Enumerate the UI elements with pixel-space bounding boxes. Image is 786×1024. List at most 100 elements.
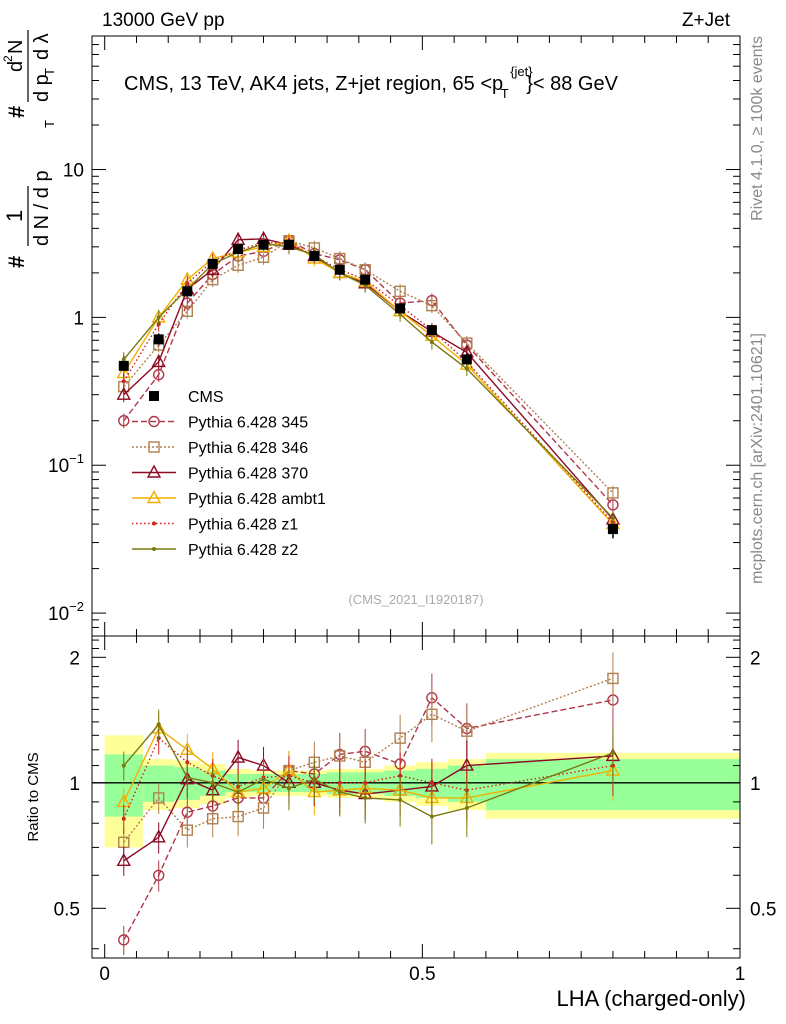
ratio-line: [123, 696, 614, 941]
ratio-marker: [153, 869, 165, 882]
legend-label: Pythia 6.428 370: [188, 466, 308, 483]
y-tick-label: 10−1: [48, 451, 84, 477]
ratio-ylabel: Ratio to CMS: [25, 752, 42, 841]
legend: CMS Pythia 6.428 345 Pythia 6.428 346 Pythi…: [132, 389, 326, 559]
ylabel-hash-2: #: [4, 106, 29, 118]
legend-marker: [148, 441, 160, 453]
ratio-marker: [610, 750, 615, 755]
data-point: [360, 274, 371, 285]
header-right: Z+Jet: [682, 10, 731, 31]
legend-label: Pythia 6.428 ambt1: [188, 491, 326, 508]
ratio-marker: [398, 773, 403, 778]
series-marker: [153, 368, 165, 381]
data-point: [334, 264, 345, 275]
y-tick-exp: −1: [69, 451, 84, 466]
series-marker: [181, 305, 193, 317]
ratio-marker: [334, 750, 346, 762]
ratio-marker: [156, 722, 161, 727]
ratio-marker: [461, 725, 473, 737]
data-points: [118, 239, 618, 535]
x-tick-label: 1: [735, 964, 746, 985]
plot-title-sup: {jet}: [510, 64, 533, 79]
data-point: [153, 334, 164, 345]
analysis-id: (CMS_2021_I1920187): [348, 592, 483, 607]
legend-label: Pythia 6.428 345: [188, 415, 308, 432]
ylabel-dpt: d p: [31, 74, 53, 102]
plot-title: CMS, 13 TeV, AK4 jets, Z+jet region, 65 …: [124, 59, 619, 103]
legend-marker: [152, 547, 156, 551]
ylabel-t-sub-2: T: [42, 68, 57, 76]
ratio-marker: [429, 814, 434, 819]
ratio-marker: [398, 797, 403, 802]
rivet-label: Rivet 4.1.0, ≥ 100k events: [749, 36, 766, 221]
legend-marker: [152, 521, 156, 526]
data-point: [233, 244, 244, 255]
y-tick-label: 10−2: [48, 599, 84, 625]
ratio-marker: [210, 780, 215, 785]
data-point: [309, 251, 320, 262]
ratio-marker: [261, 777, 266, 782]
ratio-marker: [426, 708, 438, 721]
ratio-axis-ticks: [92, 636, 741, 958]
ratio-marker: [429, 780, 434, 785]
data-point: [283, 239, 294, 250]
uncertainty-bands: [104, 735, 740, 848]
series-marker: [151, 353, 166, 368]
ratio-marker: [151, 829, 166, 843]
series-marker: [156, 315, 161, 320]
series-marker: [121, 357, 126, 362]
legend-label: CMS: [188, 389, 224, 406]
y-tick-label: 10: [63, 161, 84, 182]
series-marker: [607, 487, 619, 499]
legend-label: Pythia 6.428 z2: [188, 542, 298, 559]
data-point: [118, 360, 129, 371]
mcplots-label: mcplots.cern.ch [arXiv:2401.10621]: [749, 333, 766, 584]
ylabel-t-sub-1: T: [42, 120, 57, 128]
header-left: 13000 GeV pp: [102, 10, 225, 31]
data-point: [426, 325, 437, 336]
data-point: [461, 354, 472, 365]
ylabel-sup-2: 2: [1, 55, 15, 62]
data-point: [182, 286, 193, 297]
ratio-marker: [153, 792, 165, 804]
data-point: [207, 258, 218, 269]
series-marker: [464, 366, 469, 371]
x-tick-label: 0.5: [409, 964, 435, 985]
y-tick-exp: −2: [69, 599, 84, 614]
ratio-marker: [236, 790, 241, 795]
main-ylabel: # 1 d N / d p T # d p T d 2 N d λ: [1, 30, 57, 268]
series-marker: [429, 340, 434, 345]
legend-marker: [146, 490, 162, 504]
ratio-marker: [207, 813, 219, 825]
legend-marker: [146, 464, 162, 478]
ratio-panel: 0.5 0.5 1 1 2 2 0 0.5 1 Ratio to CMS LHA (charge…: [25, 635, 776, 1011]
series-marker: [394, 285, 406, 298]
ylabel-one: 1: [2, 210, 27, 222]
ratio-marker: [607, 672, 619, 685]
ratio-marker: [230, 749, 246, 763]
data-point: [607, 524, 618, 535]
series-marker: [121, 379, 126, 384]
plot-title-sub: T: [501, 86, 509, 101]
ylabel-n: N: [5, 40, 27, 54]
legend-cms-marker: [149, 391, 159, 401]
data-point: [395, 303, 406, 314]
ratio-marker: [464, 806, 469, 811]
ratio-marker: [118, 934, 130, 946]
y-tick-base: 10: [48, 604, 69, 625]
legend-label: Pythia 6.428 346: [188, 440, 308, 457]
x-tick-label: 0: [99, 964, 110, 985]
plot-title-main: CMS, 13 TeV, AK4 jets, Z+jet region, 65 …: [124, 73, 503, 95]
ratio-line: [123, 727, 614, 803]
ratio-y-tick-label: 1: [69, 774, 80, 795]
series-marker: [118, 415, 130, 427]
y-tick-base: 1: [73, 308, 84, 329]
ratio-line: [123, 723, 614, 818]
series-line: [123, 241, 614, 523]
y-tick-base: 10: [48, 456, 69, 477]
ratio-marker: [394, 732, 406, 744]
ratio-marker: [286, 786, 291, 791]
series-marker: [232, 259, 244, 272]
series-marker: [426, 299, 438, 312]
